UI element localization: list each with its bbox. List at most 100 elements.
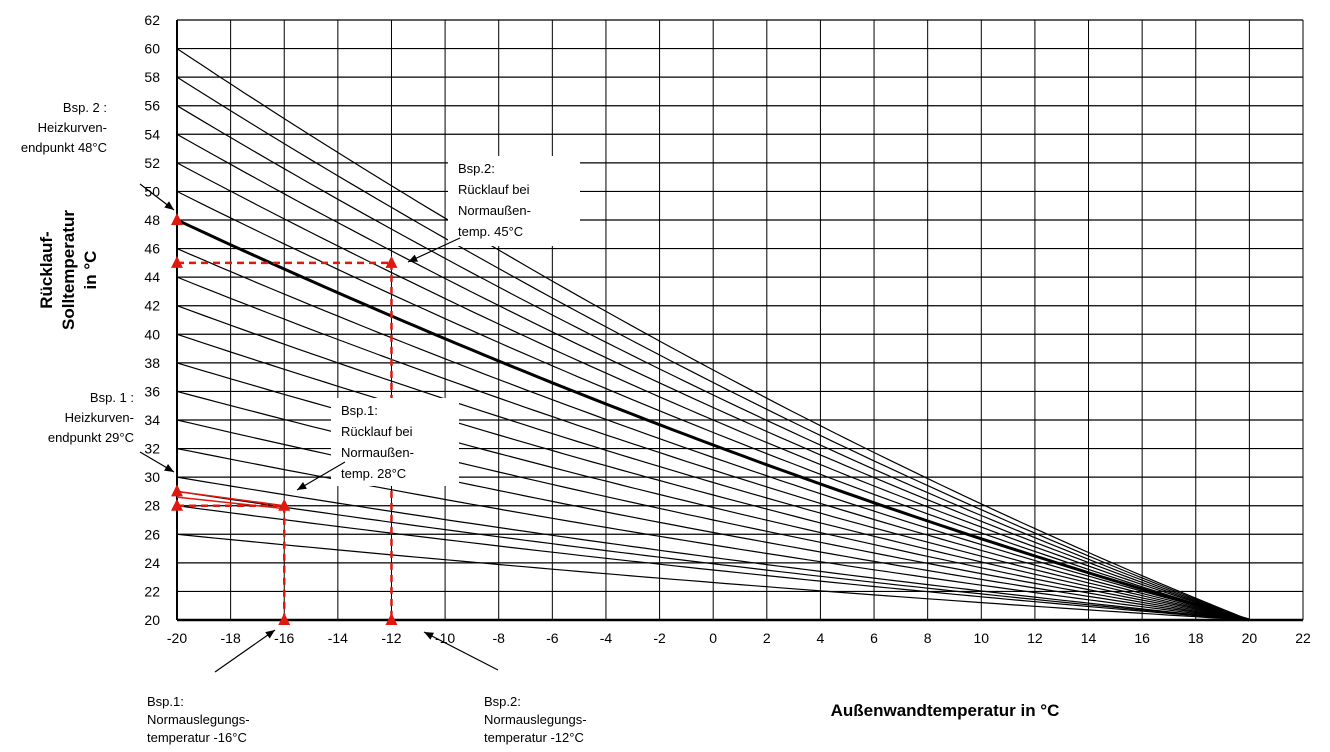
annotation-line: Normauslegungs-	[484, 712, 587, 727]
heating-curve	[176, 333, 1250, 621]
y-tick-label: 38	[144, 355, 160, 371]
y-axis-title-line-2: Solltemperatur	[59, 210, 78, 330]
y-tick-label: 42	[144, 298, 160, 314]
arrow-line	[407, 237, 461, 263]
annotation-line: Normauslegungs-	[147, 712, 250, 727]
endpoint-adjust-line	[176, 496, 285, 510]
marker-triangle	[385, 613, 398, 625]
annotation-bsp1-design: Bsp.1: Normauslegungs-temperatur -16°C	[147, 694, 250, 745]
annotation-bsp1-endpoint: Bsp. 1 : Heizkurven-endpunkt 29°C	[48, 390, 134, 445]
annotation-boxes	[331, 156, 580, 486]
x-tick-label: -6	[546, 630, 559, 646]
x-tick-label: -2	[653, 630, 666, 646]
heating-curve-highlighted	[176, 218, 1250, 622]
arrow-head	[408, 254, 418, 262]
annotation-line: endpunkt 29°C	[48, 430, 134, 445]
annotation-line: Bsp.1:	[147, 694, 184, 709]
y-tick-label: 34	[144, 412, 160, 428]
y-tick-label: 62	[144, 12, 160, 28]
x-tick-label: -14	[328, 630, 348, 646]
heating-curve	[176, 305, 1250, 621]
heating-curve	[176, 276, 1250, 621]
endpoint-adjust-line	[176, 490, 285, 507]
arrow-line	[296, 461, 346, 491]
x-axis-title: Außenwandtemperatur in °C	[831, 701, 1060, 720]
arrow-head	[297, 481, 307, 490]
y-tick-label: 48	[144, 212, 160, 228]
x-tick-label: -8	[492, 630, 505, 646]
annotation-line: Bsp.1:	[341, 403, 378, 418]
annotation-line: endpunkt 48°C	[21, 140, 107, 155]
heating-curve	[176, 490, 1250, 621]
x-tick-label: 16	[1134, 630, 1150, 646]
annotation-line: Normaußen-	[458, 203, 531, 218]
heating-curve	[176, 533, 1250, 621]
x-tick-labels: -20 -18 -16 -14 -12 -10 -8 -6 -4 -2 0 2 4 6 8 10 12 14 16 1…	[167, 630, 1311, 646]
annotation-line: Bsp. 1 :	[90, 390, 134, 405]
heating-curve	[176, 48, 1250, 621]
y-tick-labels: 20 22 24 26 28 30 32 34 36 38 40 42 44 46 48 50 52 54 56 58…	[144, 12, 160, 628]
y-tick-label: 32	[144, 441, 160, 457]
y-tick-label: 56	[144, 98, 160, 114]
annotation-bsp2-endpoint: Bsp. 2 : Heizkurven-endpunkt 48°C	[21, 100, 107, 155]
x-tick-label: -12	[381, 630, 401, 646]
arrow-line	[423, 631, 499, 671]
marker-triangle	[171, 498, 183, 511]
y-tick-label: 46	[144, 241, 160, 257]
x-tick-label: 4	[817, 630, 825, 646]
annotation-line: Bsp. 2 :	[63, 100, 107, 115]
marker-triangle	[171, 484, 183, 497]
y-axis-title: Rücklauf- Solltemperatur in °C	[37, 210, 100, 330]
annotation-line: temperatur -16°C	[147, 730, 247, 745]
annotation-line: Bsp.2:	[484, 694, 521, 709]
arrow-head	[164, 463, 174, 472]
y-tick-label: 28	[144, 498, 160, 514]
x-tick-label: -10	[435, 630, 455, 646]
arrow-head	[424, 632, 434, 640]
x-tick-label: 20	[1242, 630, 1258, 646]
annotations: Bsp. 2 : Heizkurven-endpunkt 48°C Bsp.2: Rü…	[21, 100, 587, 745]
y-tick-label: 22	[144, 583, 160, 599]
y-tick-label: 52	[144, 155, 160, 171]
x-tick-label: 22	[1295, 630, 1311, 646]
arrow-head	[265, 630, 275, 639]
x-tick-label: 12	[1027, 630, 1043, 646]
heating-curve	[176, 76, 1250, 621]
y-tick-label: 50	[144, 183, 160, 199]
marker-triangle	[278, 498, 291, 511]
heating-curve	[176, 476, 1250, 621]
markers	[171, 213, 398, 625]
x-tick-label: 2	[763, 630, 771, 646]
marker-triangle	[278, 613, 291, 625]
x-tick-label: -4	[600, 630, 613, 646]
annotation-box	[448, 156, 580, 246]
x-tick-label: 8	[924, 630, 932, 646]
heating-curve	[176, 248, 1250, 621]
y-tick-label: 30	[144, 469, 160, 485]
guide-lines	[176, 261, 393, 620]
marker-triangle	[385, 255, 398, 268]
heating-curve	[176, 505, 1250, 621]
annotation-line: Heizkurven-	[65, 410, 134, 425]
annotation-arrows	[139, 183, 499, 673]
x-tick-label: 18	[1188, 630, 1204, 646]
x-tick-label: 0	[709, 630, 717, 646]
heating-curve	[176, 190, 1250, 621]
annotation-bsp2-design: Bsp.2: Normauslegungs-temperatur -12°C	[484, 694, 587, 745]
y-tick-label: 60	[144, 41, 160, 57]
y-tick-label: 40	[144, 326, 160, 342]
arrow-head	[164, 201, 174, 210]
annotation-line: temperatur -12°C	[484, 730, 584, 745]
arrow-line	[214, 629, 276, 673]
y-tick-label: 20	[144, 612, 160, 628]
y-axis-title-line-3: in °C	[81, 251, 100, 290]
annotation-line: temp. 45°C	[458, 224, 523, 239]
annotation-bsp1-return: Bsp.1: Rücklauf bei Normaußen-temp. 28°C	[341, 403, 414, 481]
x-tick-label: -16	[274, 630, 294, 646]
x-tick-label: -20	[167, 630, 187, 646]
marker-triangle	[171, 255, 183, 268]
annotation-line: Normaußen-	[341, 445, 414, 460]
annotation-line: Rücklauf bei	[341, 424, 413, 439]
annotation-bsp2-return: Bsp.2: Rücklauf bei Normaußen-temp. 45°C	[458, 161, 531, 239]
